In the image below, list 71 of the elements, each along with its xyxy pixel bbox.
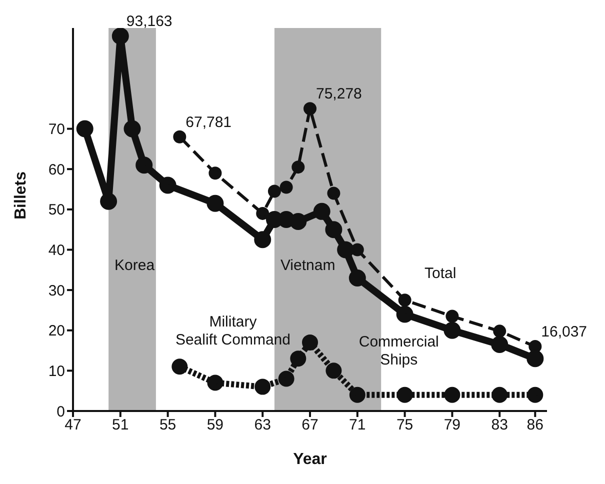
point: [348, 269, 366, 286]
x-tick-label: 71: [349, 416, 366, 434]
point: [206, 194, 224, 212]
point: [349, 386, 366, 403]
point: [526, 350, 544, 368]
y-tick-label: 60: [48, 161, 65, 178]
x-tick-label: 59: [206, 416, 224, 434]
point: [396, 386, 413, 403]
x-tick-label: 51: [112, 416, 129, 434]
annotation: 67,781: [186, 114, 232, 131]
band-label: Vietnam: [280, 256, 336, 274]
y-axis-title: Billets: [12, 171, 30, 220]
y-tick-label: 40: [48, 242, 65, 260]
point: [290, 350, 306, 367]
point: [76, 120, 94, 138]
point: [278, 370, 294, 387]
y-tick-label: 10: [48, 363, 65, 380]
x-tick-label: 67: [302, 416, 318, 434]
point: [326, 362, 342, 379]
point: [172, 358, 188, 375]
x-tick-label: 55: [159, 416, 176, 434]
point: [254, 378, 271, 395]
point: [337, 241, 354, 258]
point: [528, 340, 542, 353]
point: [112, 28, 129, 45]
point: [268, 184, 281, 198]
annotation: 75,278: [316, 86, 362, 103]
annotation: 93,163: [126, 13, 172, 30]
x-tick-label: 47: [64, 416, 82, 434]
point: [444, 322, 461, 339]
point: [493, 324, 506, 338]
y-tick-label: 20: [48, 322, 65, 340]
point: [256, 206, 270, 220]
series-label: Military Sealift Command: [175, 313, 291, 348]
x-tick-label: 63: [254, 416, 271, 434]
point: [491, 336, 508, 353]
point: [325, 221, 342, 238]
series-label: Total: [424, 264, 456, 282]
series-label: Commercial Ships: [358, 333, 439, 368]
x-tick-label: 86: [526, 416, 544, 434]
point: [444, 386, 460, 403]
point: [302, 334, 318, 350]
y-tick-label: 0: [56, 403, 65, 420]
point: [159, 176, 176, 194]
point: [492, 386, 508, 403]
point: [280, 180, 293, 194]
y-tick-label: 30: [48, 282, 65, 300]
x-axis-title: Year: [293, 451, 327, 468]
point: [396, 306, 414, 323]
point: [173, 130, 186, 144]
point: [398, 294, 412, 307]
point: [207, 374, 224, 391]
point: [136, 156, 153, 174]
point: [327, 186, 340, 200]
annotation: 16,037: [541, 323, 588, 340]
point: [254, 231, 272, 248]
y-tick-label: 50: [48, 202, 65, 219]
band-label: Korea: [114, 256, 156, 274]
point: [290, 213, 307, 230]
point: [446, 310, 459, 323]
point: [124, 120, 141, 138]
y-tick-label: 70: [48, 121, 65, 138]
x-tick-label: 83: [491, 416, 508, 434]
point: [208, 166, 222, 180]
point: [100, 192, 118, 210]
x-tick-label: 75: [396, 416, 414, 434]
point: [292, 160, 305, 174]
point: [313, 202, 330, 220]
x-tick-label: 79: [444, 416, 461, 434]
point: [527, 386, 544, 403]
point: [304, 102, 316, 116]
